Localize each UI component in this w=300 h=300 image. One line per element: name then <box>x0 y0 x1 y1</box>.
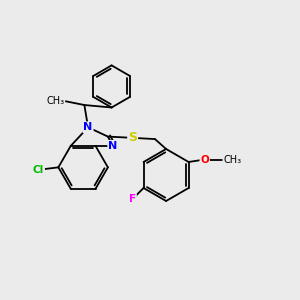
Text: CH₃: CH₃ <box>223 154 242 164</box>
Text: F: F <box>129 194 136 204</box>
Text: Cl: Cl <box>33 165 44 175</box>
Text: CH₃: CH₃ <box>46 96 64 106</box>
Text: N: N <box>83 122 93 132</box>
Text: N: N <box>108 141 118 151</box>
Text: S: S <box>128 131 137 144</box>
Text: O: O <box>200 154 209 164</box>
